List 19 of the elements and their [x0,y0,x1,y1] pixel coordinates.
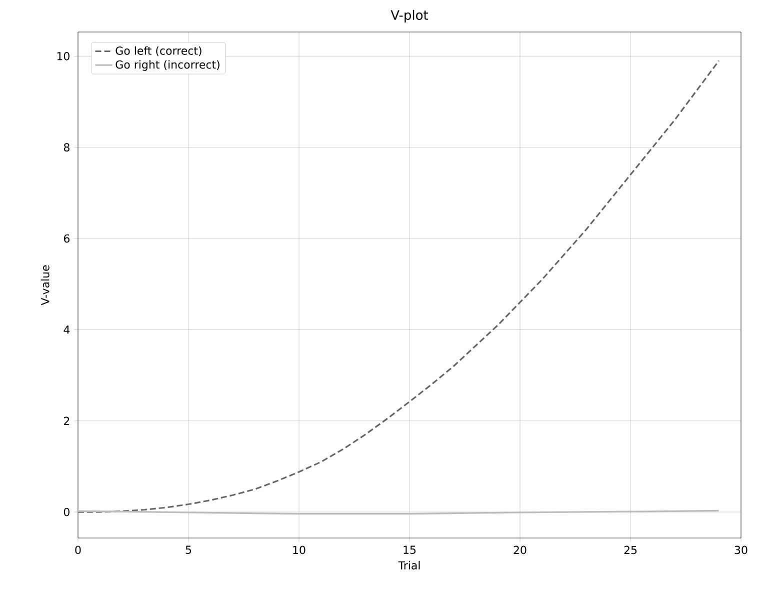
y-tick-label: 2 [64,416,70,425]
x-tick-label: 20 [514,546,526,554]
x-tick-label: 25 [624,546,637,554]
y-tick-label: 10 [57,52,70,60]
y-tick-label: 6 [64,234,70,243]
x-tick-label: 0 [75,546,81,554]
y-axis-title: V-value [40,265,50,306]
legend-label: Go right (incorrect) [116,60,220,71]
x-tick-label: 5 [186,546,192,554]
x-tick-label: 15 [404,546,416,554]
y-tick-label: 4 [64,326,70,334]
y-tick-label: 0 [64,508,70,516]
x-axis-title: Trial [398,560,420,570]
x-tick-label: 30 [734,546,748,554]
y-tick-label: 8 [64,143,70,152]
chart-title: V-plot [390,10,428,22]
legend-label: Go left (correct) [116,46,202,56]
x-tick-label: 10 [293,546,306,554]
line-series [78,60,720,513]
